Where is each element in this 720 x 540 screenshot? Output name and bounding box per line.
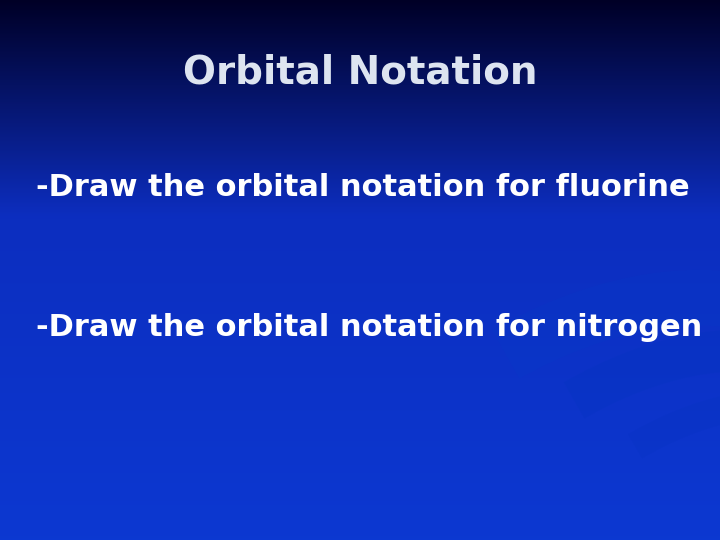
Text: Orbital Notation: Orbital Notation bbox=[183, 54, 537, 92]
Text: -Draw the orbital notation for nitrogen: -Draw the orbital notation for nitrogen bbox=[36, 313, 702, 342]
Text: -Draw the orbital notation for fluorine: -Draw the orbital notation for fluorine bbox=[36, 173, 690, 202]
